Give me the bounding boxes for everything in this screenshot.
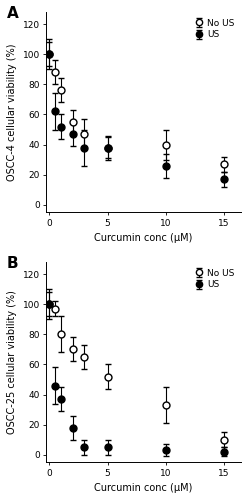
X-axis label: Curcumin conc (μM): Curcumin conc (μM) (94, 233, 193, 243)
Text: B: B (7, 256, 19, 271)
Text: A: A (7, 6, 19, 21)
Legend: No US, US: No US, US (191, 15, 238, 43)
Y-axis label: OSCC-4 cellular viability (%): OSCC-4 cellular viability (%) (7, 44, 17, 181)
X-axis label: Curcumin conc (μM): Curcumin conc (μM) (94, 483, 193, 493)
Y-axis label: OSCC-25 cellular viability (%): OSCC-25 cellular viability (%) (7, 290, 17, 434)
Legend: No US, US: No US, US (191, 265, 238, 293)
